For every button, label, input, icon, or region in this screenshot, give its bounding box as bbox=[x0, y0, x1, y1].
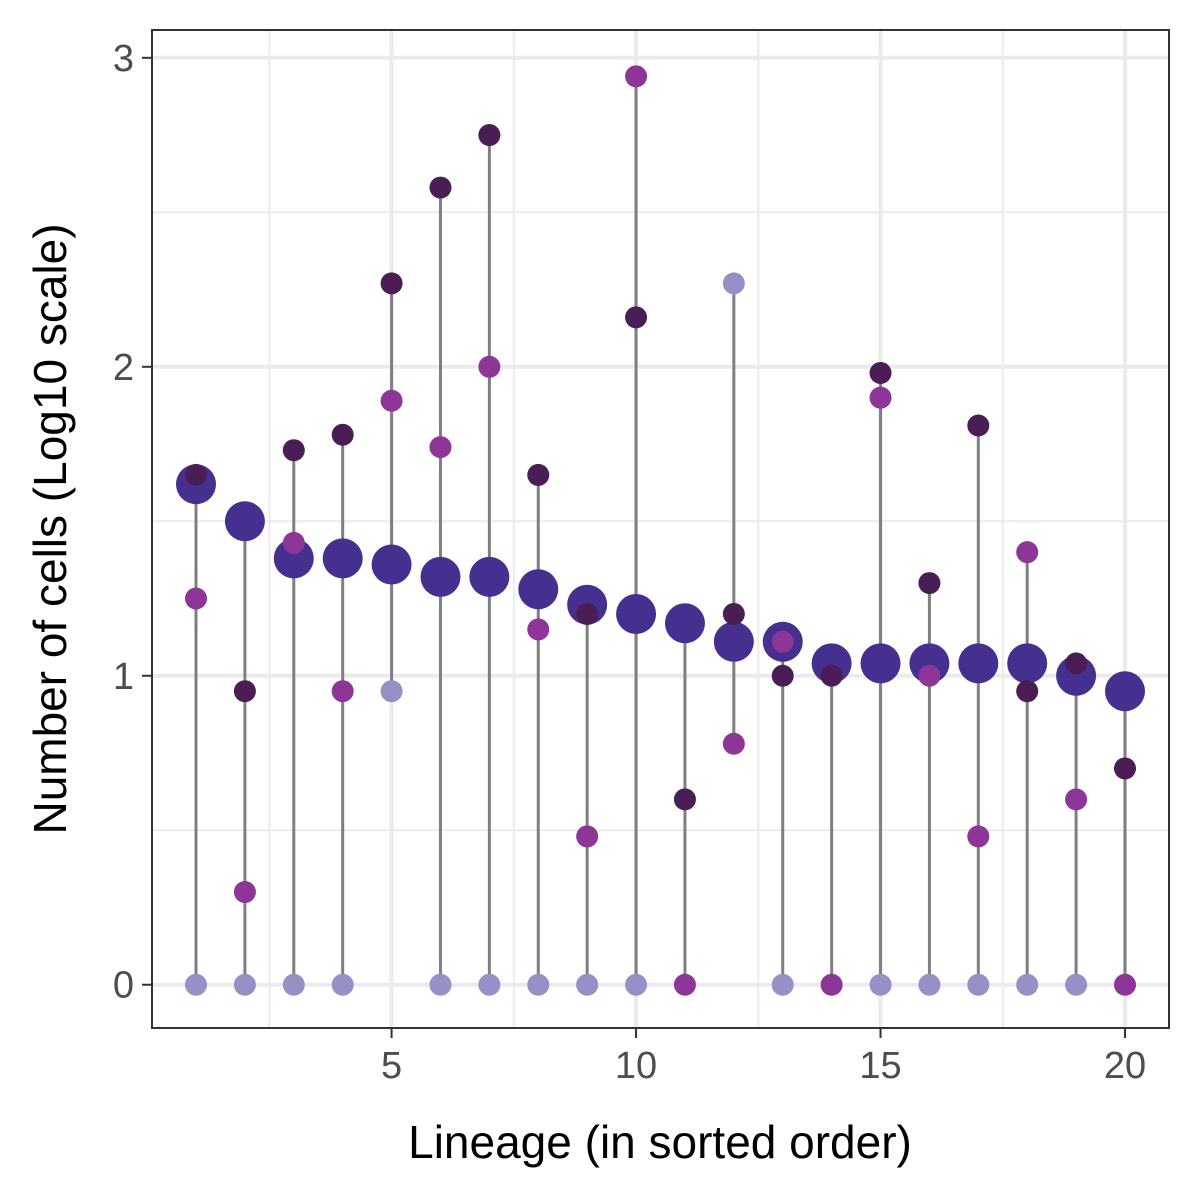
data-point bbox=[1113, 973, 1136, 996]
x-tick-label: 15 bbox=[859, 1045, 901, 1087]
lollipop-stems bbox=[194, 76, 1127, 985]
data-point bbox=[429, 176, 452, 199]
data-point bbox=[869, 973, 892, 996]
data-point bbox=[722, 602, 745, 625]
data-point bbox=[185, 973, 208, 996]
data-point bbox=[625, 973, 648, 996]
data-point bbox=[860, 643, 901, 684]
data-point bbox=[518, 569, 559, 610]
y-axis-title: Number of cells (Log10 scale) bbox=[24, 223, 76, 834]
y-tick-label: 2 bbox=[113, 347, 134, 389]
data-point bbox=[331, 680, 354, 703]
data-point bbox=[576, 973, 599, 996]
data-point bbox=[1065, 652, 1088, 675]
data-point bbox=[625, 306, 648, 329]
data-point bbox=[273, 538, 314, 579]
data-point bbox=[1113, 757, 1136, 780]
data-point bbox=[771, 630, 794, 653]
data-point bbox=[380, 680, 403, 703]
y-tick-label: 1 bbox=[113, 656, 134, 698]
data-point bbox=[967, 414, 990, 437]
data-point bbox=[380, 389, 403, 412]
data-point bbox=[185, 587, 208, 610]
x-tick-label: 20 bbox=[1104, 1045, 1146, 1087]
data-point bbox=[322, 538, 363, 579]
data-point bbox=[869, 361, 892, 384]
data-point bbox=[1016, 541, 1039, 564]
data-point bbox=[1016, 680, 1039, 703]
data-point bbox=[820, 664, 843, 687]
y-tick-label: 0 bbox=[113, 965, 134, 1007]
data-point bbox=[664, 603, 705, 644]
data-point bbox=[185, 463, 208, 486]
data-point bbox=[918, 973, 941, 996]
data-point bbox=[478, 355, 501, 378]
data-point bbox=[478, 124, 501, 147]
data-point bbox=[224, 501, 265, 542]
x-axis-title: Lineage (in sorted order) bbox=[408, 1116, 912, 1168]
data-point bbox=[918, 664, 941, 687]
data-point bbox=[713, 621, 754, 662]
data-point bbox=[820, 973, 843, 996]
axis-ticks: 5 10 15 20 0 1 2 3 bbox=[113, 38, 1146, 1087]
data-point bbox=[527, 618, 550, 641]
data-point bbox=[331, 973, 354, 996]
data-point bbox=[625, 65, 648, 88]
data-point bbox=[673, 788, 696, 811]
data-point bbox=[233, 680, 256, 703]
data-point bbox=[380, 272, 403, 295]
data-point bbox=[1016, 973, 1039, 996]
data-point bbox=[233, 881, 256, 904]
data-point bbox=[1065, 788, 1088, 811]
data-point bbox=[371, 544, 412, 585]
data-point bbox=[478, 973, 501, 996]
data-point bbox=[331, 423, 354, 446]
data-point bbox=[527, 463, 550, 486]
data-point bbox=[958, 643, 999, 684]
data-point bbox=[527, 973, 550, 996]
x-tick-label: 5 bbox=[381, 1045, 402, 1087]
data-point bbox=[1104, 671, 1145, 712]
data-point bbox=[429, 436, 452, 459]
y-tick-label: 3 bbox=[113, 38, 134, 80]
data-point bbox=[918, 572, 941, 595]
data-point bbox=[722, 272, 745, 295]
data-point bbox=[616, 593, 657, 634]
x-tick-label: 10 bbox=[615, 1045, 657, 1087]
data-point bbox=[233, 973, 256, 996]
data-point bbox=[1065, 973, 1088, 996]
data-point bbox=[282, 439, 305, 462]
plot-panel-background bbox=[152, 30, 1169, 1028]
data-point bbox=[576, 825, 599, 848]
data-point bbox=[282, 531, 305, 554]
data-point bbox=[771, 973, 794, 996]
data-point bbox=[1007, 643, 1048, 684]
data-point bbox=[673, 973, 696, 996]
data-point bbox=[869, 386, 892, 409]
data-point bbox=[429, 973, 452, 996]
data-point bbox=[282, 973, 305, 996]
data-point bbox=[420, 556, 461, 597]
data-point bbox=[967, 973, 990, 996]
data-point bbox=[771, 664, 794, 687]
data-point bbox=[469, 556, 510, 597]
data-points bbox=[176, 65, 1145, 996]
data-point bbox=[967, 825, 990, 848]
data-point bbox=[722, 732, 745, 755]
data-point bbox=[576, 602, 599, 625]
plot-panel-border bbox=[151, 29, 1170, 1029]
